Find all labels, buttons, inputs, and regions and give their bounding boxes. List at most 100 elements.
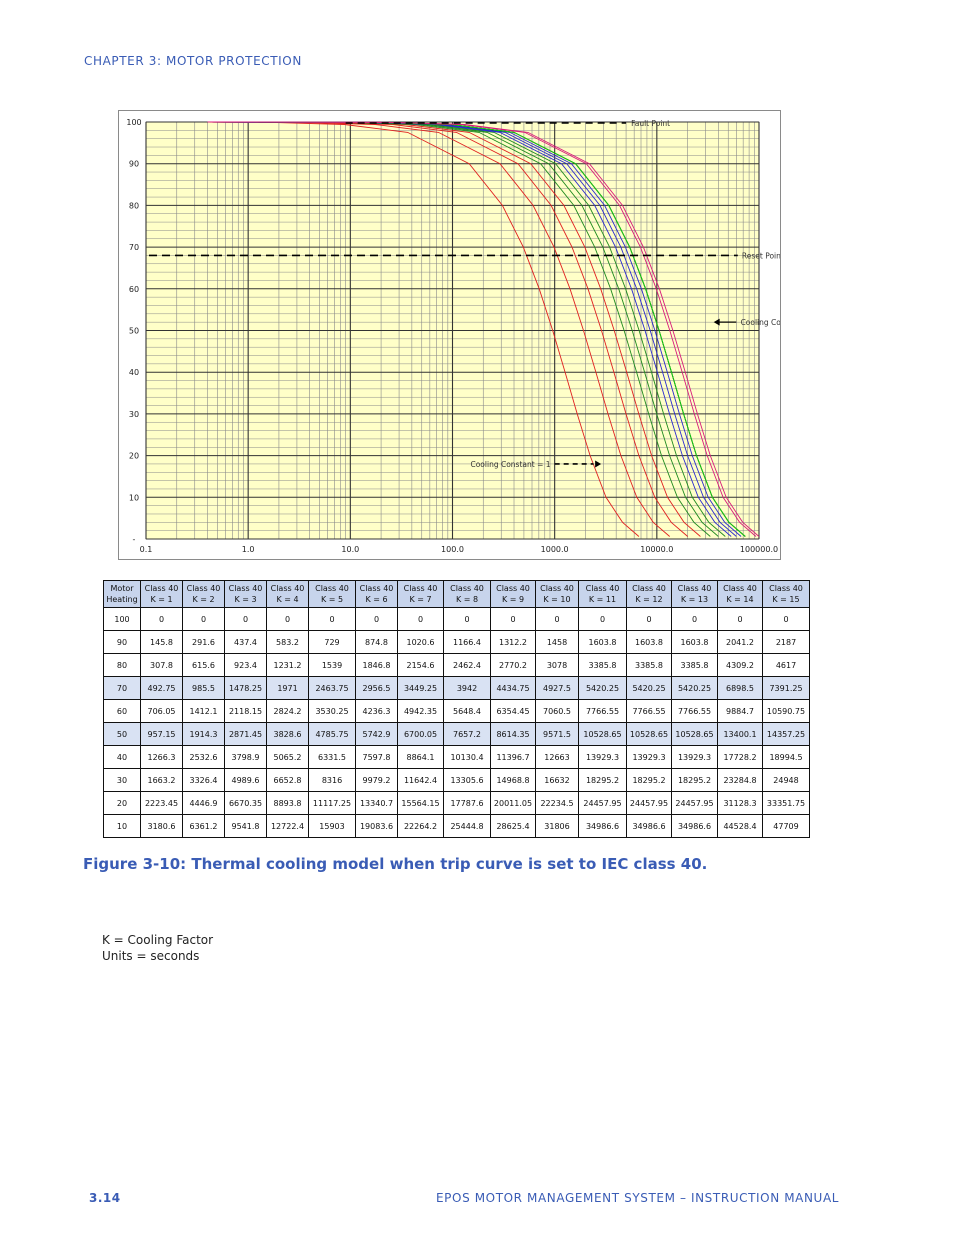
- time-cell: 6898.5: [717, 676, 763, 700]
- time-cell: 14968.8: [490, 768, 536, 792]
- time-cell: 1603.8: [626, 630, 672, 654]
- header-k-5: Class 40 K = 5: [308, 580, 356, 608]
- time-cell: 583.2: [266, 630, 309, 654]
- reference-lines: [149, 122, 738, 257]
- time-cell: 17728.2: [717, 745, 763, 769]
- reset-point-label: Reset Point: [742, 251, 780, 260]
- header-line: K = 1: [150, 595, 173, 604]
- header-line: Class 40: [677, 584, 712, 593]
- time-cell: 11642.4: [397, 768, 444, 792]
- time-cell: 25444.8: [443, 814, 491, 838]
- time-cell: 0: [578, 607, 627, 631]
- header-line: Class 40: [144, 584, 179, 593]
- time-cell: 14357.25: [762, 722, 810, 746]
- header-k-11: Class 40 K = 11: [578, 580, 627, 608]
- time-cell: 4617: [762, 653, 810, 677]
- header-k-12: Class 40 K = 12: [626, 580, 672, 608]
- notes: K = Cooling Factor Units = seconds: [102, 932, 213, 964]
- time-cell: 20011.05: [490, 791, 536, 815]
- figure-caption: Figure 3-10: Thermal cooling model when …: [83, 855, 708, 873]
- time-cell: 13929.3: [626, 745, 672, 769]
- time-cell: 1971: [266, 676, 309, 700]
- heating-cell: 40: [103, 745, 141, 769]
- y-tick-label: 50: [129, 327, 139, 336]
- header-line: Class 40: [186, 584, 221, 593]
- series-line-k8: [207, 121, 732, 537]
- time-cell: 5420.25: [626, 676, 672, 700]
- time-cell: 16632: [535, 768, 579, 792]
- header-line: Class 40: [723, 584, 757, 593]
- chapter-header: CHAPTER 3: MOTOR PROTECTION: [84, 54, 302, 68]
- time-cell: 0: [308, 607, 356, 631]
- header-line: K = 15: [772, 595, 800, 604]
- heating-cell: 100: [103, 607, 141, 631]
- y-tick-label: 90: [129, 160, 139, 169]
- time-cell: 9541.8: [224, 814, 267, 838]
- header-line: K = 4: [276, 595, 299, 604]
- time-cell: 2871.45: [224, 722, 267, 746]
- header-line: Class 40: [359, 584, 394, 593]
- time-cell: 34986.6: [671, 814, 718, 838]
- time-cell: 6354.45: [490, 699, 536, 723]
- time-cell: 0: [490, 607, 536, 631]
- x-tick-label: 1.0: [242, 545, 255, 554]
- annotations: Fault Point Reset Point Cooling Constant =…: [470, 119, 780, 469]
- cooling-15-label: Cooling Constant = 15: [741, 318, 780, 327]
- table-body: 100 0 0 0 0 0 0 0 0 0 0 0 0 0 0 0 90 145.8 291.6 437.4 583.2…: [103, 607, 810, 838]
- time-cell: 2532.6: [182, 745, 225, 769]
- header-line: Class 40: [769, 584, 803, 593]
- series-line-k1: [207, 121, 640, 537]
- time-cell: 2824.2: [266, 699, 309, 723]
- header-line: K = 14: [726, 595, 754, 604]
- heating-cell: 90: [103, 630, 141, 654]
- header-k-14: Class 40 K = 14: [717, 580, 763, 608]
- time-cell: 492.75: [140, 676, 183, 700]
- time-cell: 6700.05: [397, 722, 444, 746]
- table-header-row: Motor Heating Class 40 K = 1 Class 40 K = 2 Cl…: [103, 580, 810, 608]
- time-cell: 15903: [308, 814, 356, 838]
- table-row: 90 145.8 291.6 437.4 583.2 729 874.8 1020.6 1166…: [103, 630, 810, 654]
- page-number: 3.14: [89, 1191, 121, 1205]
- cooling-time-table: Motor Heating Class 40 K = 1 Class 40 K = 2 Cl…: [103, 580, 810, 838]
- cooling-15-arrowhead: [713, 318, 720, 326]
- time-cell: 9884.7: [717, 699, 763, 723]
- header-line: K = 10: [543, 595, 571, 604]
- time-cell: 17787.6: [443, 791, 491, 815]
- time-cell: 9979.2: [355, 768, 398, 792]
- series-lines: [207, 121, 760, 537]
- time-cell: 3449.25: [397, 676, 444, 700]
- time-cell: 11396.7: [490, 745, 536, 769]
- time-cell: 7766.55: [626, 699, 672, 723]
- header-k-15: Class 40 K = 15: [762, 580, 810, 608]
- header-line: K = 5: [320, 595, 344, 604]
- time-cell: 18295.2: [671, 768, 718, 792]
- cooling-1-label: Cooling Constant = 1: [470, 460, 550, 469]
- time-cell: 5420.25: [578, 676, 627, 700]
- fault-point-label: Fault Point: [631, 119, 670, 128]
- y-tick-label: 70: [129, 243, 139, 252]
- header-line: K = 13: [680, 595, 709, 604]
- time-cell: 6652.8: [266, 768, 309, 792]
- time-cell: 4927.5: [535, 676, 579, 700]
- time-cell: 0: [182, 607, 225, 631]
- y-tick-label: 30: [129, 410, 139, 419]
- time-cell: 5648.4: [443, 699, 491, 723]
- time-cell: 9571.5: [535, 722, 579, 746]
- header-k-7: Class 40 K = 7: [397, 580, 444, 608]
- time-cell: 2462.4: [443, 653, 491, 677]
- time-cell: 2956.5: [355, 676, 398, 700]
- time-cell: 8864.1: [397, 745, 444, 769]
- time-cell: 3326.4: [182, 768, 225, 792]
- time-cell: 2187: [762, 630, 810, 654]
- time-cell: 706.05: [140, 699, 183, 723]
- time-cell: 7060.5: [535, 699, 579, 723]
- time-cell: 1603.8: [671, 630, 718, 654]
- time-cell: 3385.8: [671, 653, 718, 677]
- header-line: K = 7: [409, 595, 432, 604]
- header-line: Class 40: [496, 584, 530, 593]
- y-tick-label: 20: [129, 452, 139, 461]
- header-line: Class 40: [450, 584, 484, 593]
- time-cell: 874.8: [355, 630, 398, 654]
- time-cell: 145.8: [140, 630, 183, 654]
- time-cell: 13305.6: [443, 768, 491, 792]
